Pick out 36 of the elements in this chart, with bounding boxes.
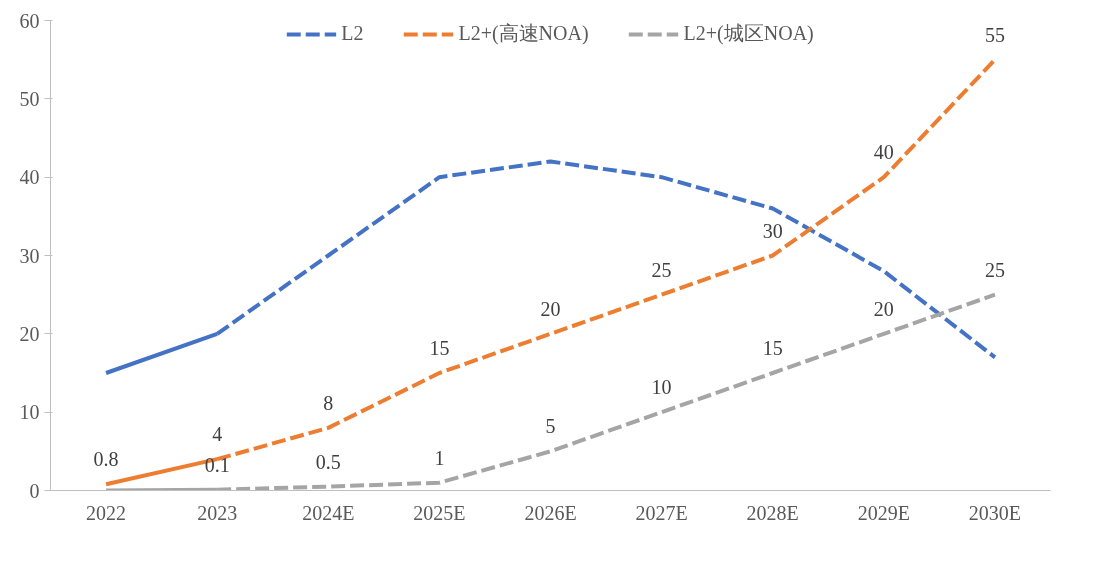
y-tick-label: 30 bbox=[19, 244, 40, 267]
x-tick-label: 2028E bbox=[746, 501, 799, 524]
data-label: 8 bbox=[323, 391, 334, 414]
x-tick-label: 2026E bbox=[524, 501, 577, 524]
x-tick-label: 2029E bbox=[857, 501, 910, 524]
data-label: 25 bbox=[984, 258, 1005, 281]
legend-label: L2+(高速NOA) bbox=[458, 21, 589, 47]
legend-label: L2 bbox=[341, 22, 364, 45]
x-tick-label: 2022 bbox=[86, 501, 127, 524]
data-label: 15 bbox=[429, 337, 450, 359]
x-tick-label: 2024E bbox=[302, 501, 355, 524]
data-label: 0.8 bbox=[93, 448, 119, 471]
data-label: 25 bbox=[651, 258, 672, 281]
x-tick-label: 2025E bbox=[413, 501, 466, 524]
data-label: 5 bbox=[545, 415, 556, 438]
data-label: 0.5 bbox=[315, 450, 341, 473]
legend-label: L2+(城区NOA) bbox=[683, 21, 814, 47]
y-tick-label: 10 bbox=[19, 401, 40, 424]
data-label: 20 bbox=[540, 297, 561, 320]
data-label: 15 bbox=[762, 337, 783, 359]
x-tick-label: 2030E bbox=[968, 501, 1022, 524]
y-tick-label: 40 bbox=[19, 166, 40, 189]
data-label: 0.1 bbox=[204, 453, 230, 476]
data-label: 20 bbox=[873, 297, 894, 320]
y-tick-label: 0 bbox=[29, 479, 40, 502]
x-tick-label: 2027E bbox=[635, 501, 688, 524]
data-label: 1 bbox=[434, 446, 445, 469]
y-tick-label: 60 bbox=[19, 9, 40, 32]
x-tick-label: 2023 bbox=[197, 501, 238, 524]
data-label: 55 bbox=[984, 23, 1005, 46]
data-label: 40 bbox=[873, 141, 894, 164]
data-label: 30 bbox=[762, 219, 783, 242]
data-label: 4 bbox=[212, 423, 223, 446]
y-tick-label: 50 bbox=[19, 87, 40, 110]
y-tick-label: 20 bbox=[19, 322, 40, 345]
data-label: 10 bbox=[651, 376, 672, 399]
